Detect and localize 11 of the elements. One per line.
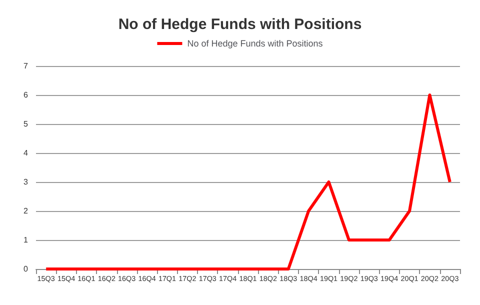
legend-label: No of Hedge Funds with Positions [187,38,324,48]
y-tick-label: 2 [24,206,29,216]
y-tick-label: 3 [24,178,29,186]
y-tick-label: 7 [24,62,29,70]
y-tick-label: 0 [24,264,29,274]
line-series [44,94,452,270]
y-tick-label: 5 [24,120,29,128]
y-tick-label: 6 [24,90,29,100]
y-tick-label: 4 [24,148,29,158]
chart-title: No of Hedge Funds with Positions [118,16,362,33]
y-tick-label: 1 [24,236,29,244]
